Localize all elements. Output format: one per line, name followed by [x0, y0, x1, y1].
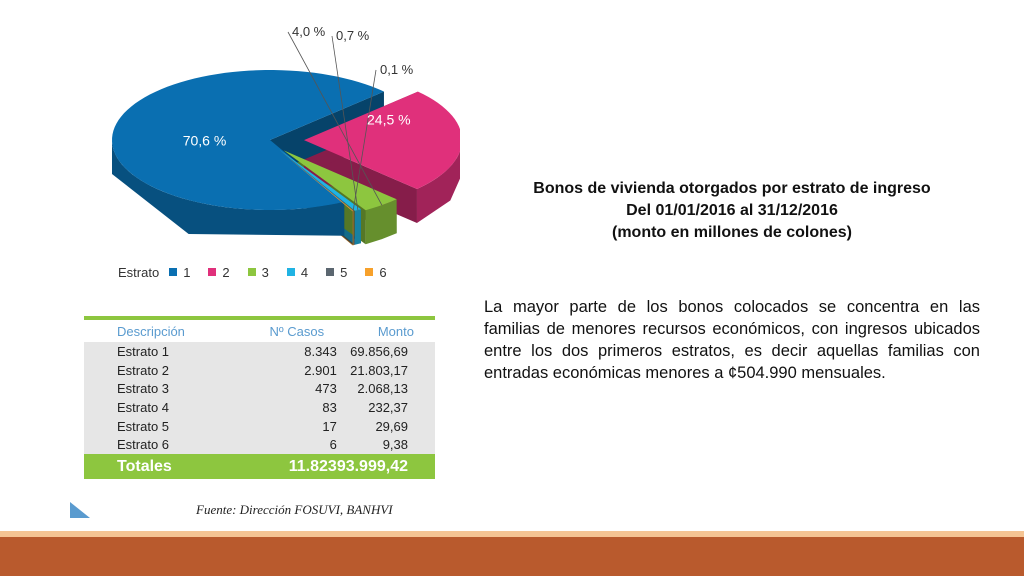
pie-slice-side [112, 140, 345, 236]
totals-monto: 93.999,42 [336, 454, 435, 480]
row-descripcion: Estrato 5 [84, 416, 237, 436]
pie-slice-side [353, 210, 355, 246]
pie-label-3: 4,0 % [292, 24, 326, 39]
legend-label: 6 [379, 264, 387, 280]
row-monto: 2.068,13 [336, 379, 435, 399]
legend-item: 4 [286, 264, 309, 280]
title-line-2: Del 01/01/2016 al 31/12/2016 [626, 202, 838, 219]
legend-swatch [326, 268, 335, 276]
legend-item: 2 [208, 264, 230, 280]
chart-title: Bonos de vivienda otorgados por estrato … [482, 178, 982, 244]
legend-swatch [208, 268, 217, 276]
legend-swatch [247, 268, 256, 276]
legend-title: Estrato [118, 264, 160, 280]
legend-item: 6 [365, 264, 387, 280]
header-descripcion: Descripción [84, 316, 237, 342]
row-descripcion: Estrato 6 [84, 435, 237, 455]
footer-accent-line [0, 531, 1024, 537]
row-monto: 69.856,69 [336, 342, 435, 361]
pie-slice-4 [278, 149, 361, 211]
row-casos: 473 [236, 379, 337, 399]
header-monto: Monto [336, 316, 435, 342]
row-casos: 8.343 [236, 342, 337, 361]
row-casos: 6 [236, 435, 337, 455]
footer-bar [0, 537, 1024, 576]
chart-legend: Estrato 1 2 3 4 5 6 [118, 262, 405, 282]
title-line-3: (monto en millones de colones) [611, 224, 853, 241]
pie-label-6: 0,1 % [380, 62, 414, 77]
pie-leader-line [331, 35, 359, 211]
header-casos: Nº Casos [236, 316, 337, 342]
pie-slice-5 [278, 149, 355, 212]
pie-label-4: 0,7 % [336, 28, 370, 43]
legend-label: 1 [183, 264, 191, 280]
row-casos: 17 [236, 416, 337, 436]
pie-slice-3 [283, 150, 397, 211]
row-descripcion: Estrato 4 [84, 398, 237, 417]
legend-item: 5 [326, 265, 347, 280]
pie-leader-line [352, 69, 377, 212]
pie-slice-side [365, 199, 397, 245]
legend-swatch [286, 268, 295, 276]
pie-chart: 70,6 % 24,5 % 4,0 % 0,7 % 0,1 % [112, 24, 460, 246]
row-monto: 9,38 [336, 435, 435, 455]
row-monto: 29,69 [336, 416, 435, 436]
row-casos: 83 [236, 398, 337, 417]
row-descripcion: Estrato 1 [84, 342, 237, 361]
body-paragraph: La mayor parte de los bonos colocados se… [484, 298, 980, 382]
legend-items: 1 2 3 4 5 6 [169, 265, 404, 280]
table-row: Estrato 5 17 29,69 [84, 416, 435, 436]
source-note: Fuente: Dirección FOSUVI, BANHVI [196, 502, 393, 517]
legend-item: 1 [169, 265, 190, 280]
row-monto: 21.803,17 [336, 360, 435, 380]
row-monto: 232,37 [336, 398, 435, 417]
table-row: Estrato 2 2.901 21.803,17 [84, 360, 435, 380]
legend-label: 5 [340, 264, 348, 280]
pie-slice-2 [304, 91, 460, 190]
data-table: Descripción Nº Casos Monto Estrato 1 8.3… [84, 316, 435, 480]
table-header-row: Descripción Nº Casos Monto [84, 316, 435, 342]
totals-row: Totales 11.823 93.999,42 [84, 454, 435, 480]
pie-slice-6 [278, 149, 354, 212]
legend-label: 2 [222, 264, 230, 280]
pie-slice-1 [112, 70, 384, 210]
legend-swatch [169, 268, 178, 276]
table-row: Estrato 1 8.343 69.856,69 [84, 342, 435, 361]
totals-casos: 11.823 [236, 454, 337, 480]
legend-item: 3 [247, 264, 269, 280]
legend-label: 3 [261, 264, 269, 280]
table-row: Estrato 4 83 232,37 [84, 398, 435, 417]
legend-swatch [365, 268, 374, 276]
table-row: Estrato 6 6 9,38 [84, 435, 435, 455]
pie-slice-side [354, 209, 361, 245]
pie-label-2: 24,5 % [367, 111, 411, 127]
title-line-1: Bonos de vivienda otorgados por estrato … [533, 180, 931, 197]
row-descripcion: Estrato 3 [84, 379, 237, 399]
totals-label: Totales [84, 454, 237, 480]
pie-label-1: 70,6 % [183, 132, 227, 148]
pie-leader-line [287, 31, 383, 206]
corner-triangle-decoration [70, 502, 90, 518]
legend-label: 4 [300, 264, 309, 280]
row-casos: 2.901 [236, 360, 337, 380]
pie-slice-side [416, 151, 460, 224]
row-descripcion: Estrato 2 [84, 360, 237, 380]
pie-slice-side [352, 211, 354, 246]
table-row: Estrato 3 473 2.068,13 [84, 379, 435, 399]
